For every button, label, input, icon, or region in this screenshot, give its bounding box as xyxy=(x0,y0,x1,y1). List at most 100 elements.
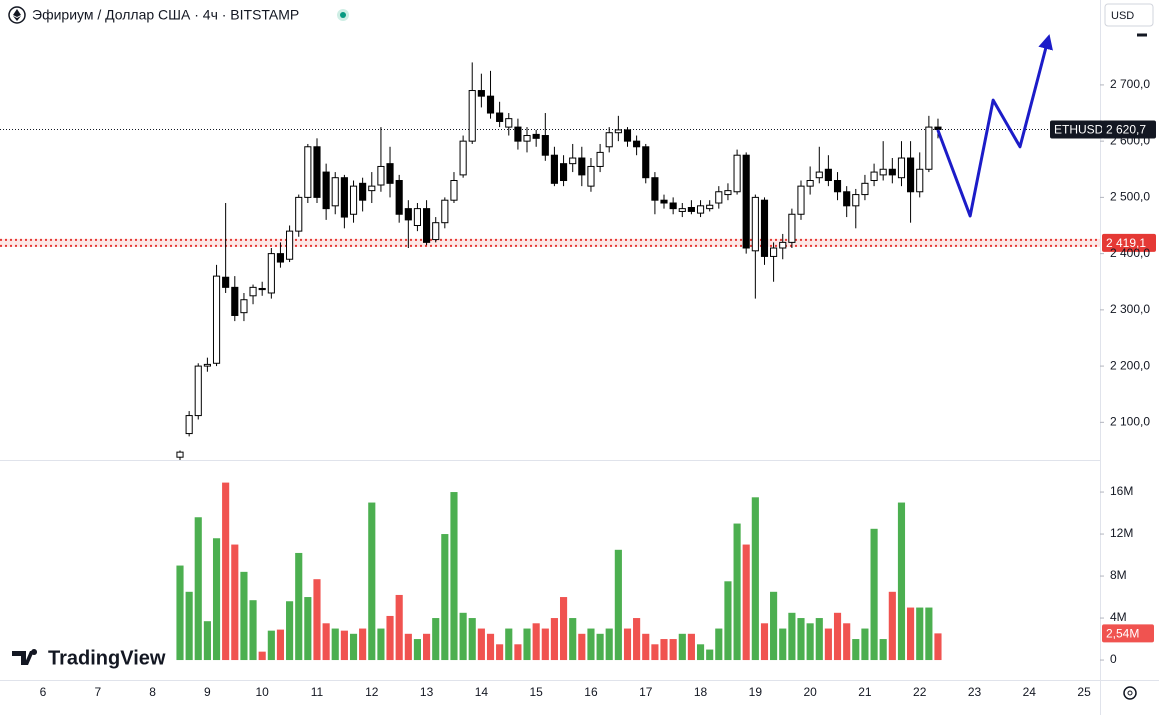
candle-body xyxy=(715,191,723,204)
volume-bar xyxy=(779,628,787,661)
candle-body xyxy=(295,196,303,232)
x-tick-label: 10 xyxy=(256,685,270,699)
volume-bar xyxy=(916,607,924,661)
candle-body xyxy=(916,168,924,193)
candle-body xyxy=(523,135,531,142)
candle-body xyxy=(276,253,285,263)
volume-bar xyxy=(258,651,266,661)
x-tick-label: 23 xyxy=(968,685,982,699)
candle-body xyxy=(724,190,732,196)
y-tick-label: 2 300,0 xyxy=(1110,302,1150,316)
volume-bar xyxy=(267,630,275,661)
candle-body xyxy=(696,205,705,214)
x-tick-label: 24 xyxy=(1023,685,1037,699)
volume-bar xyxy=(304,597,312,661)
symbol-icon-shape xyxy=(13,9,21,21)
volume-bar xyxy=(276,629,285,661)
symbol-label: ETHUSD xyxy=(1054,123,1104,137)
volume-bar xyxy=(541,628,549,661)
currency-dash: ▬ xyxy=(1137,29,1147,40)
candle-body xyxy=(642,146,650,179)
candle-body xyxy=(550,154,558,184)
y-tick-label: 2 600,0 xyxy=(1110,133,1150,147)
candle-body xyxy=(212,275,221,364)
chart-title[interactable]: Эфириум / Доллар США · 4ч · BITSTAMP xyxy=(32,7,299,23)
forecast-line xyxy=(936,34,1053,218)
volume-bar xyxy=(788,612,796,661)
x-tick-label: 22 xyxy=(913,685,927,699)
candle-body xyxy=(386,163,394,184)
volume-last-label-box xyxy=(1102,624,1154,643)
candle-body xyxy=(240,299,248,314)
candle-body xyxy=(925,126,933,170)
volume-bar xyxy=(505,628,513,661)
volume-bar xyxy=(833,612,842,661)
volume-bar xyxy=(523,628,531,661)
candle-body xyxy=(596,151,604,167)
settings-icon[interactable] xyxy=(1123,686,1137,700)
candle-body xyxy=(660,199,668,204)
volume-bar xyxy=(423,633,431,661)
volume-bar xyxy=(623,628,632,661)
candle-body xyxy=(404,208,412,221)
x-tick-label: 6 xyxy=(40,685,47,699)
volume-bar xyxy=(395,594,403,661)
candle-body xyxy=(532,133,540,139)
x-tick-label: 20 xyxy=(803,685,817,699)
candle-body xyxy=(395,180,403,215)
x-tick-label: 17 xyxy=(639,685,653,699)
candle-body xyxy=(907,157,915,193)
volume-bar xyxy=(222,482,230,661)
candle-body xyxy=(349,185,358,215)
last-price-label: 2 620,7 xyxy=(1106,123,1146,137)
volume-bar xyxy=(386,615,394,661)
y-tick-label: 2 100,0 xyxy=(1110,414,1150,428)
volume-bar xyxy=(888,591,896,661)
volume-bar xyxy=(678,633,686,661)
candle-body xyxy=(258,287,266,291)
volume-bar xyxy=(651,644,659,661)
level-label: 2 419,1 xyxy=(1106,236,1146,250)
last-price-label-box xyxy=(1102,120,1156,139)
candle-body xyxy=(687,207,695,212)
candle-body xyxy=(377,165,385,186)
logo[interactable]: TradingView xyxy=(6,646,166,670)
volume-bar xyxy=(614,549,622,661)
volume-bar xyxy=(496,644,504,661)
volume-bar xyxy=(806,623,814,661)
volume-bar xyxy=(797,618,805,661)
candle-body xyxy=(897,157,906,179)
volume-bar xyxy=(194,517,202,661)
candle-body xyxy=(340,177,348,218)
candle-body xyxy=(806,180,814,187)
volume-bar xyxy=(578,633,586,661)
candle-body xyxy=(468,90,476,142)
overlay: ETHUSD 2 620,7 2 419,1 2,54M xyxy=(936,34,1156,643)
volume-bar xyxy=(696,644,705,661)
candle-body xyxy=(760,199,769,257)
candle-body xyxy=(633,140,641,148)
candle-body xyxy=(505,118,513,128)
x-tick-label: 14 xyxy=(475,685,489,699)
price-pane xyxy=(0,62,1100,460)
candle-body xyxy=(222,276,230,288)
currency-button[interactable] xyxy=(1104,3,1154,27)
x-tick-label: 21 xyxy=(858,685,872,699)
volume-bar xyxy=(349,633,358,661)
volume-bar xyxy=(212,538,221,661)
volume-bar xyxy=(870,528,878,661)
volume-bar xyxy=(925,607,933,661)
candle-body xyxy=(934,126,942,131)
x-tick-label: 11 xyxy=(311,685,324,699)
candle-body xyxy=(843,191,851,207)
volume-bar xyxy=(185,591,193,661)
volume-bar xyxy=(368,502,376,661)
volume-bar xyxy=(770,591,778,661)
candle-body xyxy=(477,90,485,97)
volume-bar xyxy=(751,497,759,661)
candle-body xyxy=(623,129,632,142)
candle-body xyxy=(559,163,568,182)
volume-tick-label: 4M xyxy=(1110,610,1127,624)
candle-body xyxy=(578,157,586,176)
